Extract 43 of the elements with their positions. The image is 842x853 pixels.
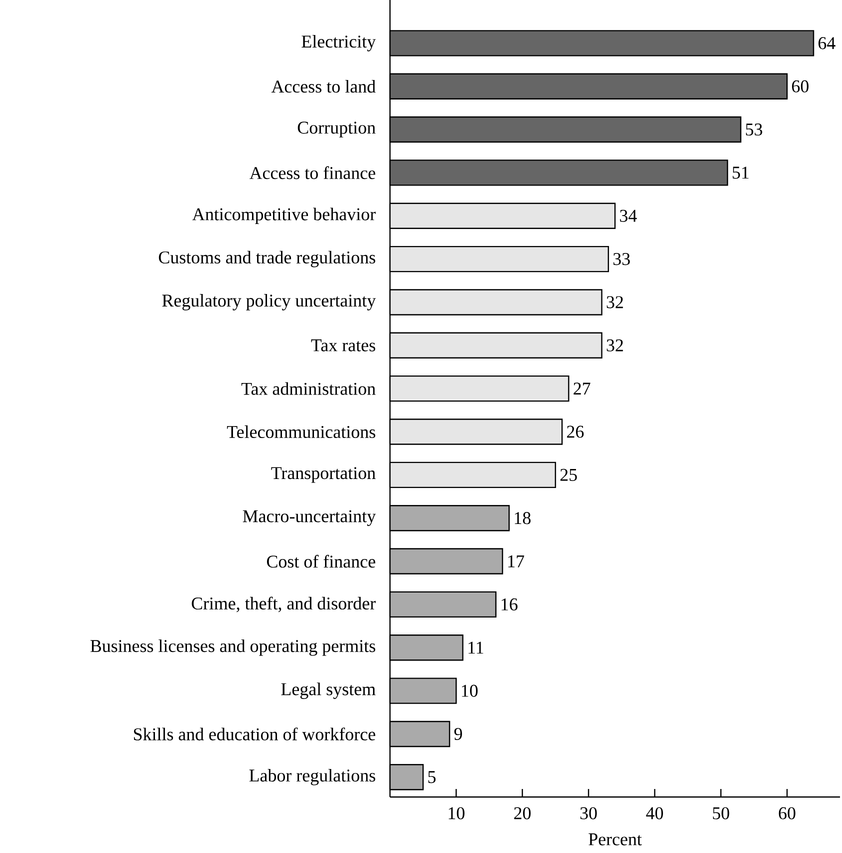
data-label: 9 — [454, 728, 462, 740]
x-tick-label: 20 — [514, 807, 531, 820]
x-tick-label: 40 — [646, 807, 663, 820]
data-label: 5 — [428, 771, 436, 784]
data-label: 18 — [514, 512, 531, 524]
data-label: 27 — [574, 382, 590, 395]
y-tick-label: Corruption — [298, 122, 376, 138]
x-tick-label: 30 — [580, 807, 597, 820]
y-tick-label: Cost of finance — [267, 554, 376, 568]
data-label: 60 — [792, 80, 809, 92]
data-label: 26 — [567, 426, 584, 438]
y-tick-label: Tax administration — [241, 382, 376, 395]
y-tick-label: Legal system — [281, 682, 376, 699]
data-label: 64 — [818, 37, 836, 50]
y-tick-label: Labor regulations — [249, 768, 376, 786]
data-label: 25 — [560, 468, 577, 481]
data-label: 16 — [502, 598, 518, 610]
data-label: 33 — [613, 253, 630, 266]
y-tick-label: Regulatory policy uncertainty — [162, 294, 376, 310]
y-tick-label: Electricity — [302, 35, 376, 52]
y-tick-label: Customs and trade regulations — [158, 250, 376, 268]
x-tick-label: 10 — [448, 807, 464, 820]
y-tick-label: Macro-uncertainty — [242, 510, 376, 526]
y-tick-label: Business licenses and operating permits — [90, 639, 376, 656]
data-label: 51 — [732, 166, 749, 179]
x-tick-label: 60 — [778, 807, 796, 820]
y-tick-label: Crime, theft, and disorder — [192, 596, 376, 612]
y-tick-label: Access to land — [271, 80, 376, 93]
x-tick-label: 50 — [712, 807, 730, 820]
y-tick-label: Anticompetitive behavior — [192, 208, 376, 224]
data-label: 10 — [462, 684, 478, 697]
y-tick-label: Tax rates — [311, 339, 376, 352]
y-tick-label: Transportation — [271, 467, 376, 483]
y-tick-label: Telecommunications — [227, 425, 376, 438]
data-label: 11 — [468, 642, 484, 654]
data-label: 34 — [620, 210, 637, 222]
y-tick-label: Skills and education of workforce — [134, 728, 376, 740]
data-label: 32 — [606, 339, 623, 352]
x-axis-title: Percent — [588, 833, 642, 846]
y-tick-label: Access to finance — [250, 166, 376, 180]
data-label: 32 — [606, 296, 623, 308]
data-label: 53 — [746, 124, 762, 136]
data-label: 17 — [508, 555, 524, 568]
